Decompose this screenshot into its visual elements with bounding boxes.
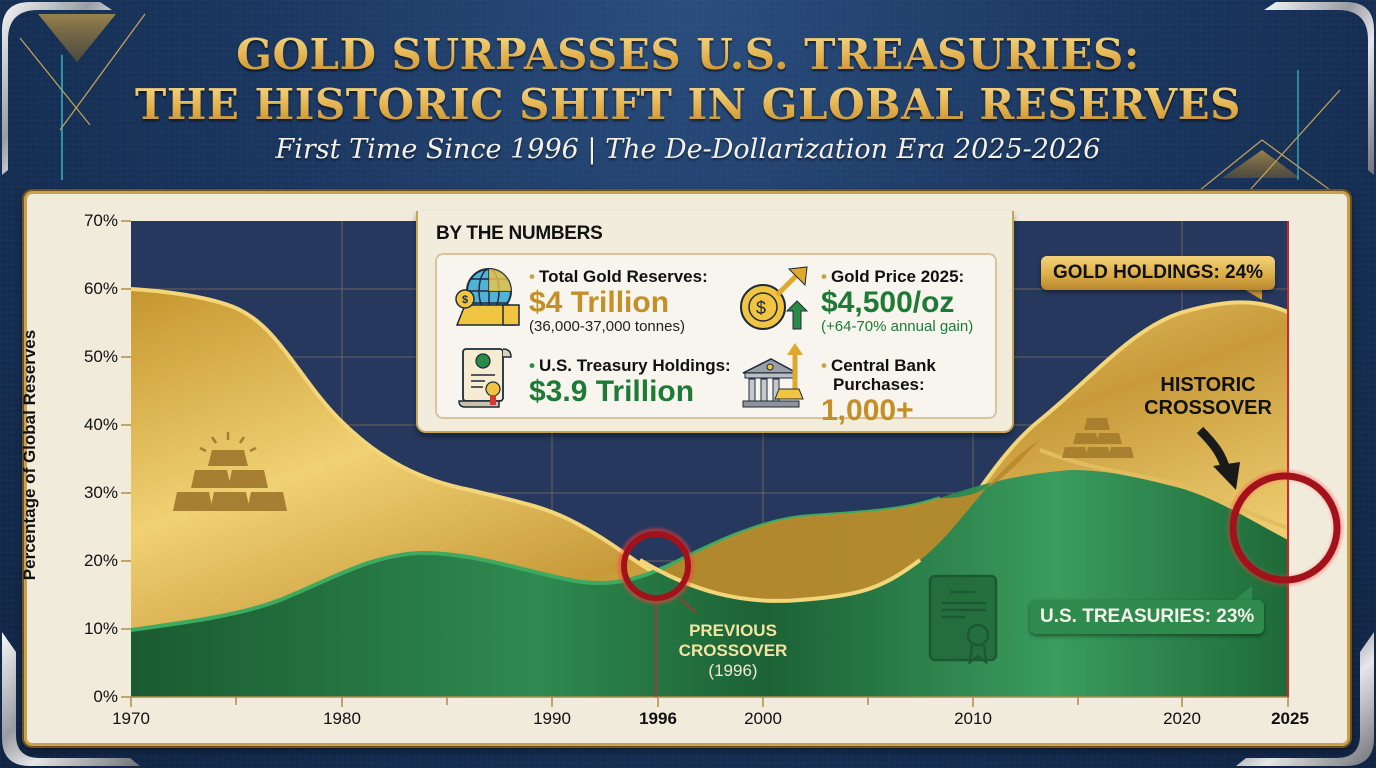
gold-holdings-callout: GOLD HOLDINGS: 24%	[1041, 256, 1276, 290]
y-tick-60: 60%	[83, 279, 118, 298]
stat-note: (36,000-37,000 tonnes)	[529, 318, 685, 335]
y-axis-title: Percentage of Global Reserves	[20, 329, 39, 581]
stats-card: $ • Total Gold Reserves: $4 Trillion (36,…	[435, 253, 997, 427]
axis-ticks	[121, 220, 1289, 707]
chrome-frame-corner-tr	[1264, 2, 1374, 175]
chrome-frame-corner-tl	[2, 2, 112, 175]
y-tick-40: 40%	[83, 415, 118, 434]
previous-crossover-label: PREVIOUS CROSSOVER (1996)	[678, 621, 788, 680]
stat-label: Central Bank	[830, 356, 936, 375]
x-tick-1996: 1996	[639, 709, 677, 728]
y-tick-10: 10%	[83, 619, 118, 638]
y-tick-0: 0%	[93, 687, 118, 706]
stat-value: $3.9 Trillion	[529, 375, 695, 408]
historic-crossover-ring	[1229, 472, 1341, 584]
by-the-numbers-title: BY THE NUMBERS	[436, 223, 603, 244]
y-tick-50: 50%	[83, 347, 118, 366]
subtitle: First Time Since 1996 | The De-Dollariza…	[275, 134, 1101, 165]
stat-total-gold-reserves: • Total Gold Reserves: $4 Trillion (36,00…	[529, 267, 708, 335]
stat-label: Total Gold Reserves:	[538, 267, 708, 286]
central-bank-gold-icon	[742, 343, 804, 408]
gold-underband	[660, 440, 1040, 601]
globe-gold-bars-icon: $	[455, 268, 520, 326]
y-tick-30: 30%	[83, 483, 118, 502]
certificate-icon	[928, 574, 998, 665]
stat-value: $4 Trillion	[529, 286, 670, 319]
x-tick-1970: 1970	[112, 709, 150, 728]
stat-treasury-holdings: • U.S. Treasury Holdings: $3.9 Trillion	[529, 356, 731, 408]
us-treasuries-line	[131, 496, 941, 632]
us-treasuries-callout: U.S. TREASURIES: 23%	[1030, 600, 1265, 634]
by-the-numbers-panel: BY THE NUMBERS $ • Total Gold Reserves: $…	[416, 211, 1014, 433]
stat-label: Gold Price 2025:	[830, 267, 965, 286]
stat-label-line2: Purchases:	[833, 375, 925, 394]
title-line-1: GOLD SURPASSES U.S. TREASURIES:	[0, 30, 1376, 80]
x-tick-2000: 2000	[744, 709, 782, 728]
gold-bars-icon-right	[1062, 418, 1134, 458]
coin-growth-arrow-icon: $	[740, 266, 809, 330]
svg-text:$: $	[756, 298, 766, 318]
stat-central-bank-purchases: • Central Bank Purchases: 1,000+	[821, 356, 936, 427]
stat-label: U.S. Treasury Holdings:	[538, 356, 731, 375]
y-tick-20: 20%	[83, 551, 118, 570]
x-tick-1990: 1990	[533, 709, 571, 728]
header: GOLD SURPASSES U.S. TREASURIES: THE HIST…	[0, 30, 1376, 165]
historic-crossover-label: HISTORIC CROSSOVER	[1144, 374, 1272, 419]
gold-bars-icon-left	[173, 432, 287, 511]
stat-note: (+64-70% annual gain)	[821, 318, 974, 335]
chrome-frame-corner-br	[1236, 632, 1374, 766]
svg-text:$: $	[462, 294, 468, 306]
x-tick-2020: 2020	[1163, 709, 1201, 728]
chrome-frame-corner-bl	[2, 632, 140, 766]
stat-gold-price: • Gold Price 2025: $4,500/oz (+64-70% ann…	[821, 267, 974, 335]
y-tick-70: 70%	[83, 211, 118, 230]
title-line-2: THE HISTORIC SHIFT IN GLOBAL RESERVES	[0, 80, 1376, 130]
previous-crossover-ring	[621, 531, 691, 601]
stat-value: 1,000+	[821, 394, 914, 427]
x-tick-1980: 1980	[323, 709, 361, 728]
stat-value: $4,500/oz	[821, 286, 955, 319]
treasury-bond-certificate-icon	[458, 348, 512, 408]
gold-triangle-decoration	[38, 14, 116, 62]
x-tick-2010: 2010	[954, 709, 992, 728]
x-tick-2025: 2025	[1271, 709, 1309, 728]
